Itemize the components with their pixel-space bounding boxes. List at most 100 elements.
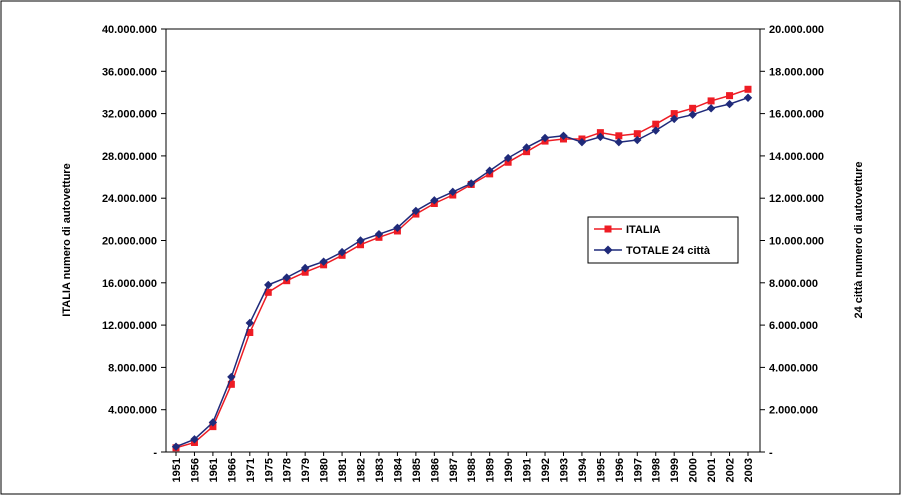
data-point (208, 418, 218, 427)
x-tick-label: 1971 (245, 458, 257, 482)
right-tick-label: 16.000.000 (769, 109, 824, 121)
right-tick-label: 10.000.000 (769, 236, 824, 248)
right-tick-label: 20.000.000 (769, 24, 824, 36)
x-tick-label: 1989 (485, 458, 497, 482)
x-tick-label: 1981 (337, 458, 349, 482)
x-tick-label: 2003 (743, 458, 755, 482)
right-tick-label: 4.000.000 (769, 362, 818, 374)
data-point (652, 120, 660, 128)
left-axis-title: ITALIA numero di autovetture (61, 163, 73, 316)
right-tick-label: - (769, 447, 773, 459)
left-tick-label: 16.000.000 (102, 278, 157, 290)
x-tick-label: 1979 (300, 458, 312, 482)
x-tick-label: 1997 (632, 458, 644, 482)
data-point (337, 247, 347, 257)
x-tick-label: 1980 (319, 458, 331, 482)
x-tick-label: 1998 (651, 458, 663, 482)
data-point (448, 187, 457, 197)
data-point (633, 135, 642, 145)
x-tick-label: 1987 (448, 458, 460, 482)
data-point (744, 85, 752, 93)
left-tick-label: 40.000.000 (102, 24, 157, 36)
data-point (356, 236, 365, 245)
x-tick-label: 2002 (725, 458, 737, 482)
x-tick-label: 1992 (540, 458, 552, 482)
x-tick-label: 1995 (595, 458, 607, 482)
data-point (707, 97, 715, 105)
data-point (596, 129, 604, 137)
data-point (430, 196, 439, 205)
data-point (411, 206, 421, 216)
data-point (615, 132, 623, 140)
data-point (669, 114, 679, 124)
x-tick-label: 1999 (669, 458, 681, 482)
data-point (393, 223, 402, 233)
data-point (559, 131, 568, 141)
data-point (725, 99, 734, 109)
right-tick-label: 12.000.000 (769, 193, 824, 205)
data-point (227, 372, 236, 382)
data-point (209, 423, 217, 431)
data-point (301, 268, 309, 276)
legend-label-totale: TOTALE 24 città (626, 245, 711, 257)
data-point (651, 126, 660, 135)
right-axis-title: 24 città numero di autovetture (853, 161, 865, 318)
data-point (282, 273, 291, 282)
left-tick-label: 24.000.000 (102, 193, 157, 205)
left-tick-label: 12.000.000 (102, 320, 157, 332)
x-tick-label: 1978 (282, 458, 294, 482)
x-axis: 1951 1956 1961 1966 1971 1975 1978 1979 1980 1981… (171, 452, 755, 482)
series-totale-24-citta (171, 93, 753, 451)
data-point (503, 153, 513, 163)
data-point (246, 329, 254, 337)
x-tick-label: 2000 (688, 458, 700, 482)
x-tick-label: 1991 (522, 458, 534, 482)
x-tick-label: 1994 (577, 457, 589, 482)
data-point (485, 166, 494, 175)
legend-label-italia: ITALIA (626, 224, 661, 236)
series-layer (171, 85, 753, 452)
data-point (467, 179, 476, 188)
data-point (614, 137, 624, 147)
x-tick-label: 1996 (614, 458, 626, 482)
data-point (504, 158, 512, 166)
x-tick-label: 1984 (392, 457, 404, 482)
right-tick-label: 8.000.000 (769, 278, 818, 290)
data-point (319, 257, 328, 266)
data-point (300, 263, 310, 273)
right-axis: - 2.000.000 4.000.000 6.000.000 8.000.000 10.… (760, 24, 824, 459)
data-point (596, 132, 605, 142)
right-tick-label: 18.000.000 (769, 66, 824, 78)
x-tick-label: 1993 (558, 458, 570, 482)
data-point (523, 148, 531, 156)
data-point (577, 137, 587, 147)
x-tick-label: 1956 (189, 458, 201, 482)
data-point (633, 130, 641, 138)
right-tick-label: 14.000.000 (769, 151, 824, 163)
data-point (706, 104, 716, 113)
x-tick-label: 1985 (411, 458, 423, 482)
legend-box (587, 216, 739, 264)
legend: ITALIA TOTALE 24 città (587, 216, 739, 264)
left-tick-label: 28.000.000 (102, 151, 157, 163)
data-point (245, 318, 255, 328)
x-tick-label: 2001 (706, 458, 718, 482)
x-tick-label: 1988 (466, 458, 478, 482)
x-tick-label: 1983 (374, 458, 386, 482)
x-tick-label: 1966 (226, 458, 238, 482)
data-point (264, 288, 272, 296)
legend-marker-totale (603, 245, 613, 255)
data-point (357, 241, 365, 249)
left-tick-label: 32.000.000 (102, 109, 157, 121)
right-tick-label: 6.000.000 (769, 320, 818, 332)
x-tick-label: 1990 (503, 458, 515, 482)
x-tick-label: 1961 (208, 458, 220, 482)
left-tick-label: 36.000.000 (102, 66, 157, 78)
data-point (171, 442, 181, 451)
data-point (670, 110, 678, 118)
data-point (522, 143, 531, 152)
data-point (374, 229, 384, 239)
